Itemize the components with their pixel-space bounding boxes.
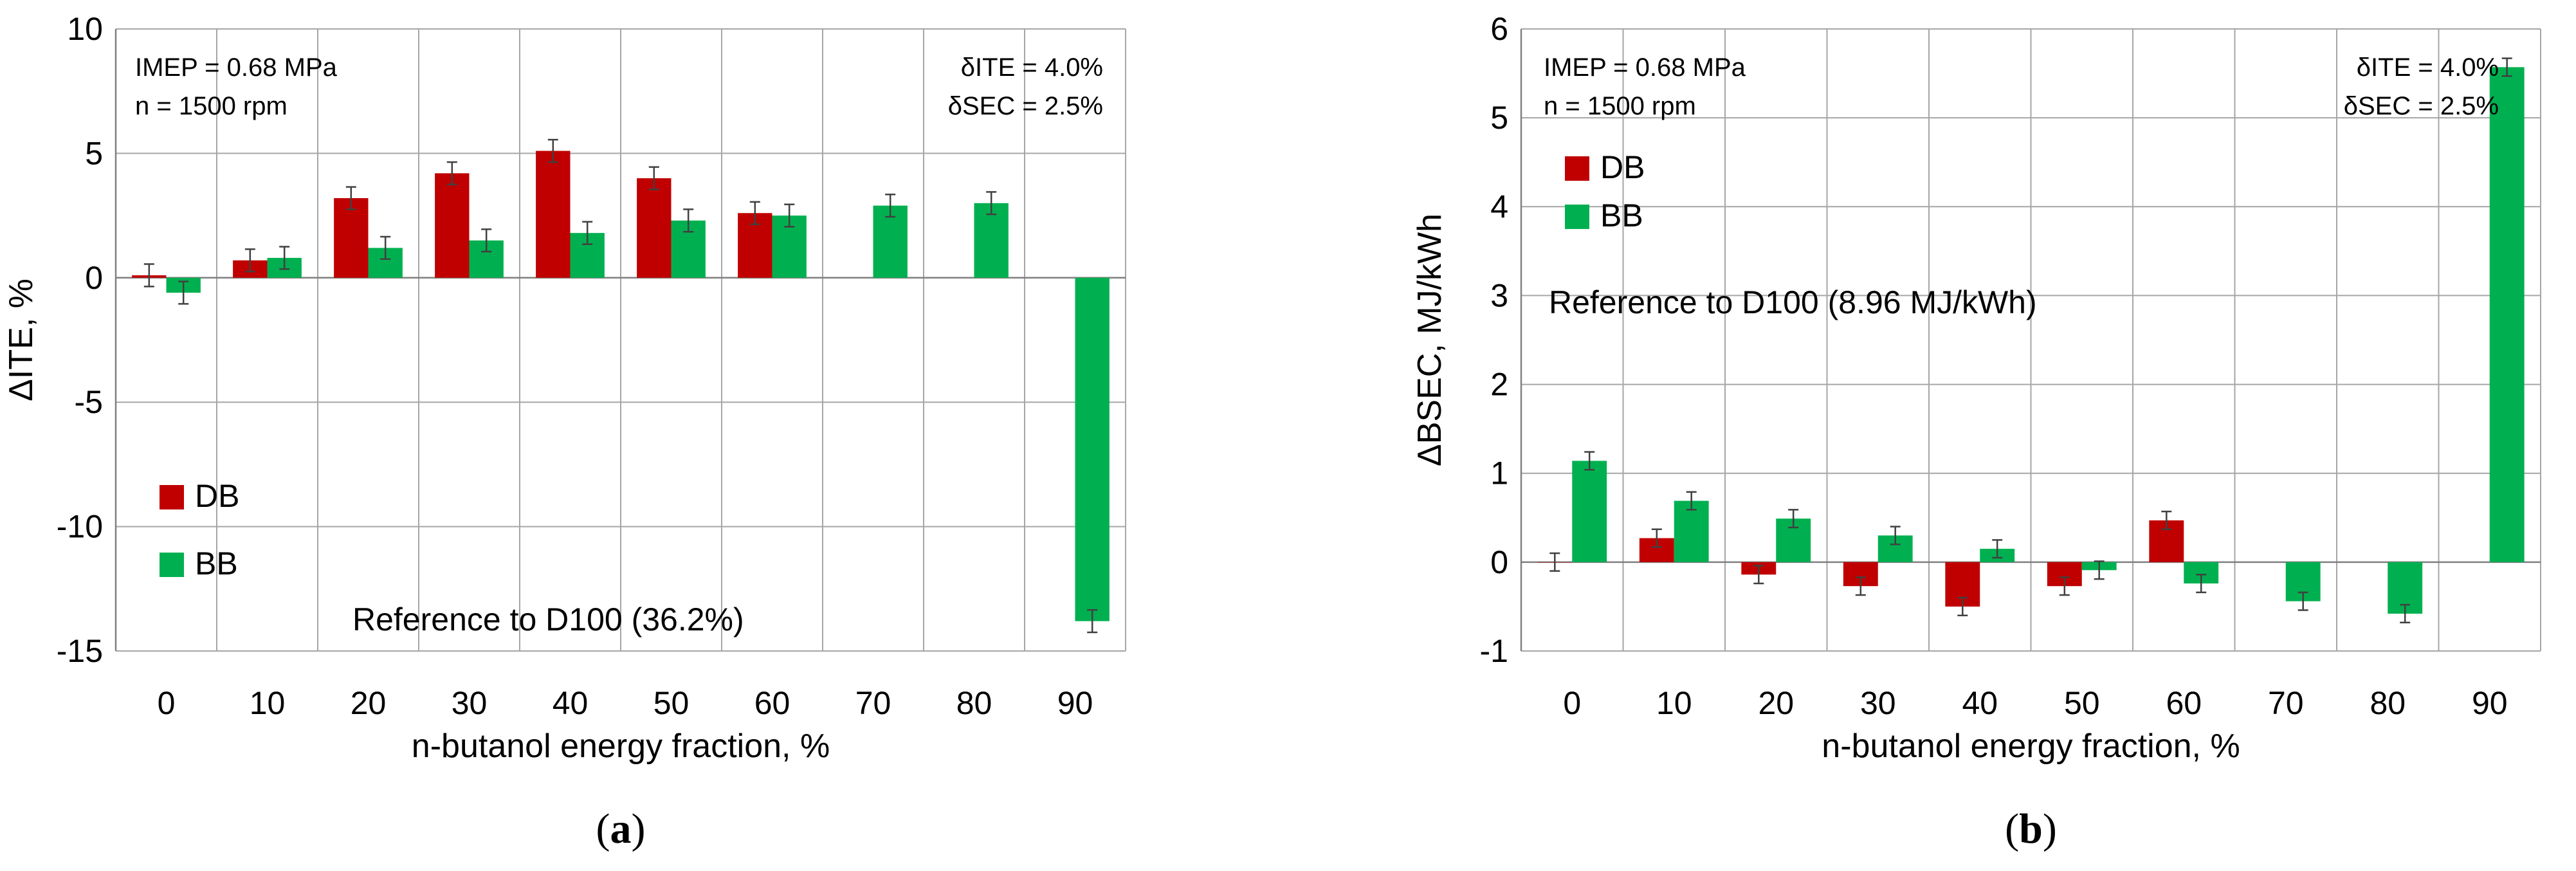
- y-axis-label: ΔITE, %: [3, 279, 40, 401]
- y-tick-label: 2: [1490, 367, 1508, 403]
- bar-bb: [2489, 67, 2525, 562]
- y-tick-label: -15: [57, 633, 103, 669]
- legend-swatch-db: [160, 485, 184, 509]
- y-tick-label: 1: [1490, 455, 1508, 491]
- legend: DB BB: [1565, 149, 1645, 234]
- y-tick-label: 10: [67, 11, 103, 47]
- x-tick-label: 0: [1563, 685, 1581, 721]
- y-tick-label: 0: [85, 260, 103, 296]
- y-tick-label: 5: [85, 135, 103, 171]
- legend: DB BB: [160, 478, 239, 582]
- x-tick-label: 80: [2370, 685, 2406, 721]
- x-tick-label: 90: [1057, 685, 1093, 721]
- x-tick-label: 0: [158, 685, 176, 721]
- bar-bb: [974, 203, 1009, 278]
- x-tick-label: 50: [2064, 685, 2100, 721]
- x-tick-label: 10: [250, 685, 286, 721]
- y-tick-label: 3: [1490, 277, 1508, 313]
- x-tick-label: 50: [653, 685, 690, 721]
- x-tick-label: 40: [553, 685, 589, 721]
- x-axis-label: n-butanol energy fraction, %: [412, 728, 830, 765]
- legend-label: DB: [195, 478, 239, 514]
- legend-label: BB: [1600, 197, 1643, 234]
- x-tick-label: 60: [2166, 685, 2202, 721]
- bar-bb: [1674, 500, 1709, 562]
- legend-swatch-db: [1565, 156, 1589, 181]
- y-axis-label: ΔBSEC, MJ/kWh: [1411, 214, 1448, 466]
- panel-caption: (a): [596, 805, 646, 852]
- y-tick-label: 6: [1490, 11, 1508, 47]
- operating-condition-note: n = 1500 rpm: [1544, 92, 1696, 120]
- y-tick-label: -10: [57, 509, 103, 545]
- bar-db: [435, 173, 470, 278]
- legend-label: BB: [195, 546, 238, 582]
- y-tick-label: -5: [75, 384, 103, 420]
- x-tick-label: 30: [452, 685, 488, 721]
- bar-bb: [1075, 277, 1110, 621]
- uncertainty-note: δSEC = 2.5%: [948, 92, 1103, 120]
- x-axis-label: n-butanol energy fraction, %: [1822, 728, 2240, 765]
- y-tick-label: 0: [1490, 544, 1508, 580]
- x-tick-label: 80: [956, 685, 992, 721]
- reference-note: Reference to D100 (8.96 MJ/kWh): [1549, 284, 2037, 320]
- panel-caption: (b): [2005, 805, 2057, 852]
- legend-label: DB: [1600, 149, 1645, 185]
- legend-swatch-bb: [160, 553, 184, 577]
- operating-condition-note: n = 1500 rpm: [135, 92, 288, 120]
- operating-condition-note: IMEP = 0.68 MPa: [135, 53, 338, 82]
- x-tick-label: 30: [1860, 685, 1896, 721]
- bar-bb: [873, 205, 908, 278]
- x-tick-label: 20: [1758, 685, 1794, 721]
- y-tick-label: -1: [1480, 633, 1508, 669]
- bar-db: [637, 178, 671, 278]
- y-tick-label: 5: [1490, 100, 1508, 136]
- x-tick-label: 60: [754, 685, 790, 721]
- bar-db: [536, 151, 571, 278]
- legend-swatch-bb: [1565, 205, 1589, 229]
- x-tick-label: 10: [1656, 685, 1692, 721]
- bar-db: [334, 198, 369, 278]
- uncertainty-note: δITE = 4.0%: [2357, 53, 2499, 82]
- x-tick-label: 90: [2472, 685, 2508, 721]
- x-tick-label: 20: [351, 685, 387, 721]
- uncertainty-note: δSEC = 2.5%: [2344, 92, 2499, 120]
- x-tick-label: 70: [2268, 685, 2304, 721]
- operating-condition-note: IMEP = 0.68 MPa: [1544, 53, 1746, 82]
- reference-note: Reference to D100 (36.2%): [352, 601, 744, 637]
- bar-bb: [1572, 461, 1607, 562]
- x-tick-label: 70: [855, 685, 891, 721]
- y-tick-label: 4: [1490, 188, 1508, 225]
- uncertainty-note: δITE = 4.0%: [961, 53, 1103, 82]
- x-tick-label: 40: [1962, 685, 1998, 721]
